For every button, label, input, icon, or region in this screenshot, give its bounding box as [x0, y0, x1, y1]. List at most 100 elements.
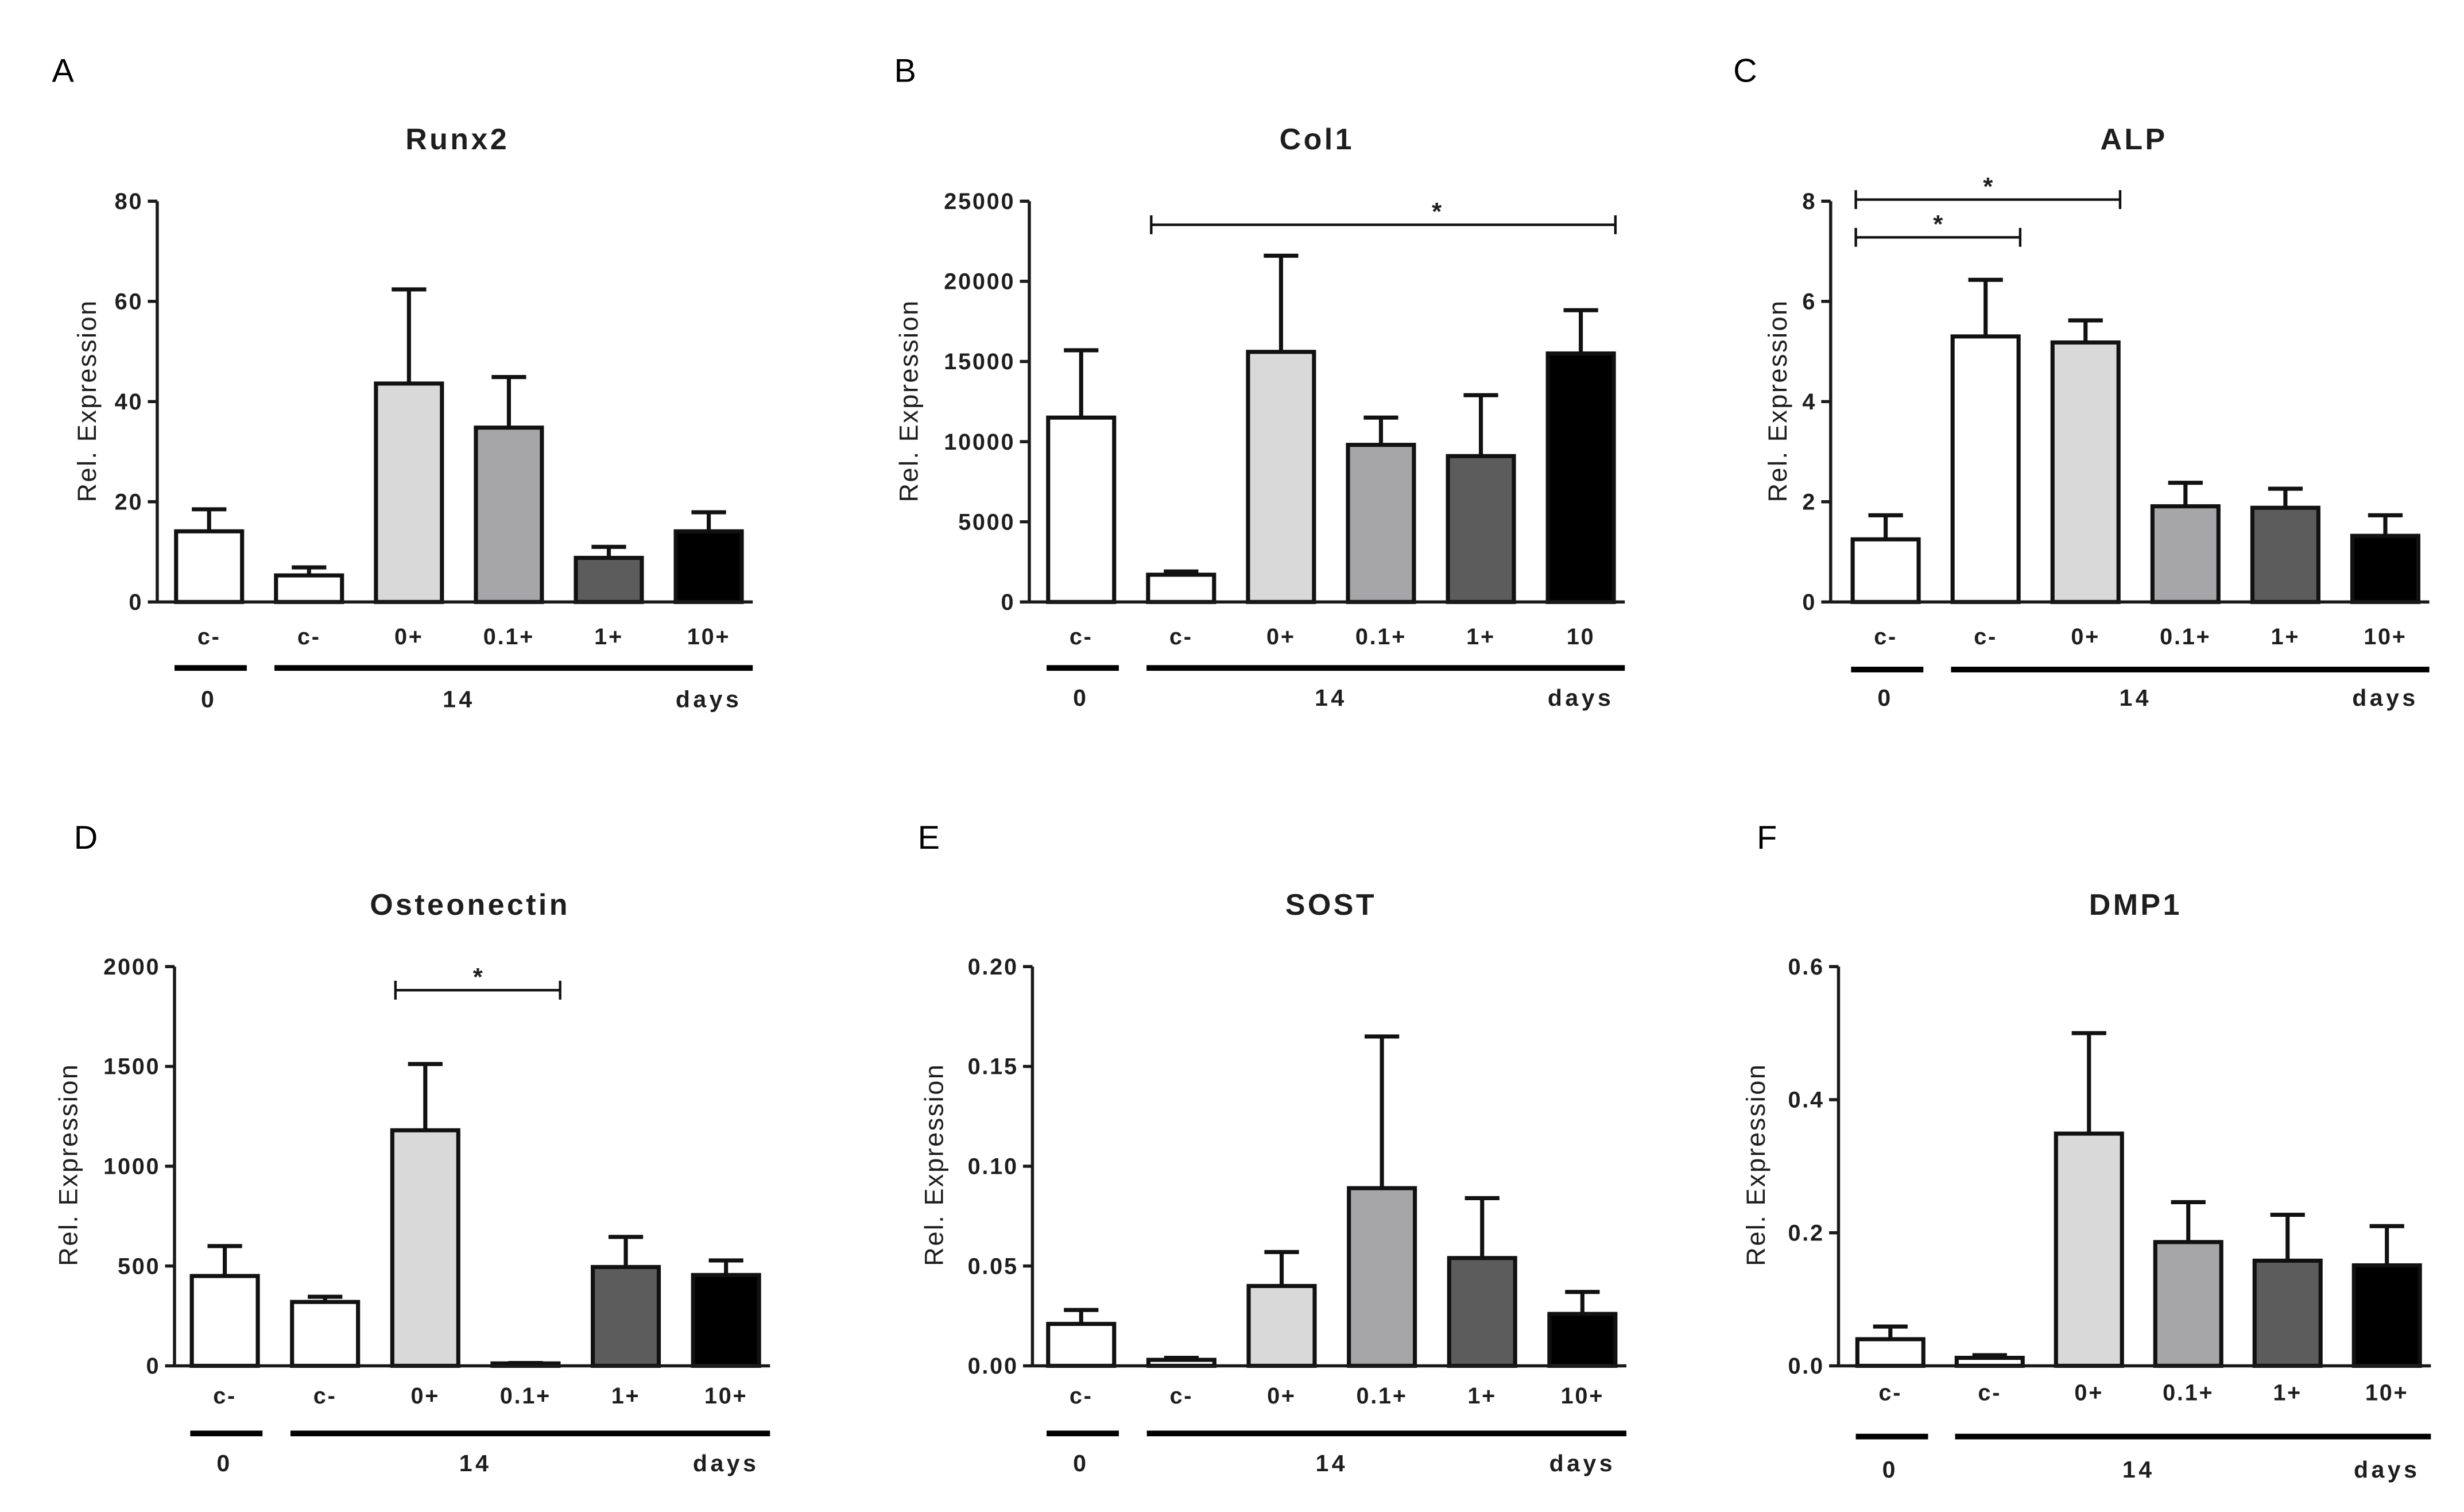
group-label: 0: [201, 686, 217, 713]
alp-bar-5: [2250, 505, 2320, 604]
col1-bar-2: [1146, 573, 1216, 604]
panel-label: D: [74, 819, 98, 856]
group-label: 14: [1315, 1450, 1348, 1476]
sost-x-tick-label-1: c-: [1070, 1383, 1093, 1409]
dmp1-bar-1: [1855, 1337, 1926, 1368]
runx2-x-tick-label-1: c-: [197, 624, 221, 649]
significance-star: *: [473, 963, 483, 991]
chart-title: ALP: [2100, 123, 2167, 156]
col1-chart: B Col1 Rel. Expression 0 5000 10000 15000 20000…: [894, 52, 1625, 711]
y-axis-label: Rel. Expression: [894, 299, 924, 502]
dmp1-x-tick-label-1: c-: [1878, 1380, 1902, 1406]
sost-bar-5: [1447, 1256, 1517, 1368]
significance-star: *: [1933, 210, 1943, 238]
significance-bracket: [394, 980, 561, 1000]
y-axis-label: Rel. Expression: [1741, 1064, 1770, 1266]
y-tick-label: 0.05: [968, 1254, 1018, 1279]
alp-bar-6: [2350, 533, 2420, 604]
alp-x-tick-label-1: c-: [1874, 624, 1897, 649]
runx2-chart: A Runx2 Rel. Expression 0 20 40 60 80 c-c- 0+ 0.1+…: [52, 52, 753, 713]
group-label: 0: [1073, 685, 1089, 711]
y-tick-label: 0.4: [1788, 1088, 1824, 1113]
sost-bar-6: [1547, 1312, 1618, 1368]
y-tick-label: 0: [146, 1354, 161, 1379]
alp-bar-4: [2150, 504, 2221, 604]
osteonectin-bar-1: [189, 1274, 260, 1368]
group-label: 14: [443, 686, 475, 713]
runx2-bar-2: [274, 573, 344, 604]
group-unit-label: days: [1548, 685, 1614, 711]
runx2-bar-5: [574, 555, 644, 604]
col1-x-tick-label-5: 1+: [1466, 624, 1496, 649]
y-tick-label: 20: [115, 489, 144, 515]
group-label: 14: [2119, 685, 2152, 711]
osteonectin-bar-3: [390, 1128, 460, 1368]
group-label: 0: [216, 1450, 233, 1476]
alp-chart: C ALP Rel. Expression 0 2 4 6 8 c-c- 0+ 0.1+ 1+ 10+ 0…: [1733, 52, 2430, 711]
y-tick-label: 0: [129, 590, 143, 615]
chart-title: Col1: [1280, 123, 1354, 156]
alp-x-tick-label-2: c-: [1974, 624, 1997, 649]
y-tick-label: 2000: [103, 954, 160, 980]
group-label: 0: [1882, 1456, 1899, 1483]
col1-x-tick-label-1: c-: [1070, 624, 1093, 649]
col1-bar-3: [1246, 350, 1316, 604]
y-tick-label: 0.10: [968, 1154, 1018, 1180]
group-unit-label: days: [1549, 1450, 1615, 1476]
alp-bar-3: [2050, 340, 2121, 604]
col1-x-tick-label-2: c-: [1169, 624, 1193, 649]
y-axis-label: Rel. Expression: [72, 299, 102, 502]
runx2-x-tick-label-3: 0+: [394, 624, 424, 649]
col1-x-tick-label-3: 0+: [1266, 624, 1296, 649]
runx2-bar-6: [673, 529, 744, 604]
alp-x-tick-label-3: 0+: [2071, 624, 2100, 649]
col1-bar-6: [1545, 351, 1616, 604]
group-label: 0: [1877, 685, 1893, 711]
runx2-x-tick-label-2: c-: [297, 624, 321, 649]
y-tick-label: 0.00: [968, 1354, 1018, 1379]
y-tick-label: 1500: [103, 1054, 160, 1080]
y-tick-label: 4: [1802, 389, 1816, 415]
y-tick-label: 15000: [944, 349, 1015, 374]
runx2-x-tick-label-5: 1+: [594, 624, 623, 649]
panel-label: B: [894, 52, 916, 89]
alp-x-tick-label-4: 0.1+: [2160, 624, 2211, 649]
y-tick-label: 0: [1001, 590, 1015, 615]
y-tick-label: 60: [115, 289, 144, 315]
group-label: 0: [1073, 1450, 1089, 1476]
y-tick-label: 0: [1802, 590, 1816, 615]
y-tick-label: 0.2: [1788, 1220, 1824, 1246]
y-tick-label: 0.0: [1788, 1354, 1824, 1379]
dmp1-bar-3: [2054, 1131, 2124, 1368]
sost-x-tick-label-3: 0+: [1267, 1383, 1296, 1409]
col1-x-tick-label-4: 0.1+: [1355, 624, 1407, 649]
panel-label: E: [918, 819, 940, 856]
y-tick-label: 0.15: [968, 1054, 1018, 1080]
osteonectin-x-tick-label-3: 0+: [410, 1383, 440, 1409]
chart-title: Osteonectin: [370, 888, 570, 922]
osteonectin-x-tick-label-5: 1+: [611, 1383, 641, 1409]
sost-chart: E SOST Rel. Expression 0.00 0.05 0.10 0.15 0.20…: [918, 819, 1626, 1476]
chart-title: Runx2: [405, 123, 509, 156]
y-tick-label: 10000: [944, 430, 1015, 455]
runx2-bar-4: [474, 426, 544, 604]
group-unit-label: days: [2352, 685, 2418, 711]
group-label: 14: [2122, 1456, 2155, 1483]
y-tick-label: 2: [1802, 489, 1816, 515]
alp-x-tick-label-5: 1+: [2271, 624, 2300, 649]
significance-bracket: [1854, 190, 2122, 210]
panel-label: C: [1733, 52, 1757, 89]
y-tick-label: 1000: [103, 1154, 160, 1180]
significance-star: *: [1983, 172, 1993, 200]
significance-star: *: [1432, 198, 1442, 226]
y-tick-label: 40: [115, 389, 144, 415]
group-unit-label: days: [693, 1450, 759, 1476]
y-tick-label: 20000: [944, 269, 1015, 295]
significance-bracket: [1854, 227, 2022, 247]
y-tick-label: 500: [118, 1254, 160, 1279]
osteonectin-bar-6: [691, 1273, 761, 1368]
alp-bar-1: [1850, 537, 1921, 604]
sost-x-tick-label-6: 10+: [1561, 1383, 1605, 1409]
y-tick-label: 8: [1802, 189, 1816, 214]
group-label: 14: [459, 1450, 492, 1476]
